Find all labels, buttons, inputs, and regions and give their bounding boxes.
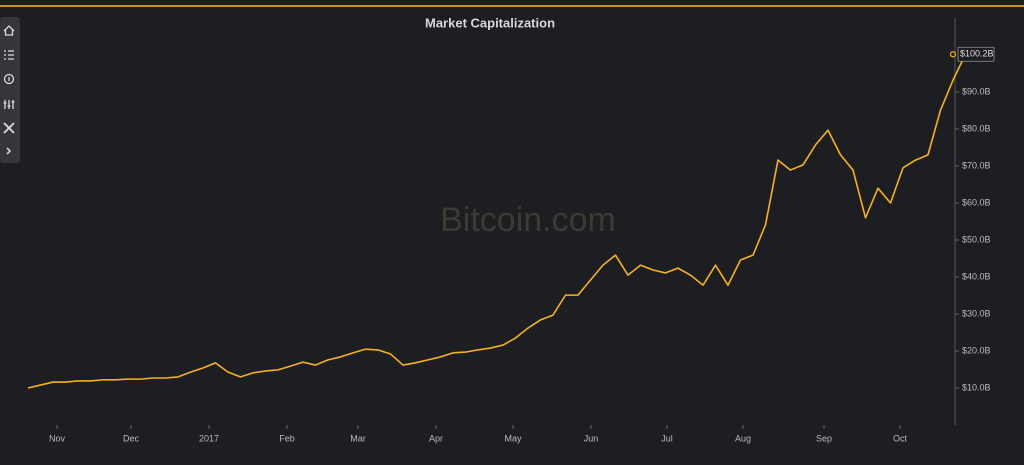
chart-title: Market Capitalization [425, 15, 555, 30]
annotation-point [949, 51, 957, 58]
y-tick-label: $50.0B [962, 234, 991, 244]
y-tick-label: $60.0B [962, 197, 991, 207]
x-tick-label: May [504, 433, 522, 443]
expand-icon[interactable] [6, 147, 12, 155]
line-series [27, 53, 967, 389]
x-tick-label: Aug [735, 433, 751, 443]
x-tick-label: 2017 [199, 433, 219, 443]
sidebar-panel [0, 17, 20, 163]
settings-icon[interactable] [3, 100, 15, 109]
y-tick-label: $40.0B [962, 271, 991, 281]
x-tick-label: Mar [350, 433, 366, 443]
y-tick-label: $30.0B [962, 308, 991, 318]
annotation-box [957, 46, 995, 62]
home-icon[interactable] [3, 25, 15, 36]
y-tick-label: $90.0B [962, 86, 991, 96]
y-tick-label: $20.0B [962, 345, 991, 355]
x-tick-label: Dec [123, 433, 140, 443]
watermark: Bitcoin.com [440, 201, 616, 239]
x-tick-label: Nov [49, 433, 66, 443]
x-tick-label: Jun [584, 433, 599, 443]
y-tick-label: $10.0B [962, 382, 991, 392]
x-tick-label: Feb [279, 433, 295, 443]
info-icon[interactable] [3, 73, 15, 85]
x-tick-label: Oct [893, 433, 908, 443]
annotation-label: $100.2B [960, 49, 994, 59]
list-icon[interactable] [4, 50, 14, 60]
tools-icon[interactable] [3, 122, 15, 134]
y-tick-label: $70.0B [962, 160, 991, 170]
x-tick-label: Sep [816, 433, 832, 443]
sidebar [0, 17, 20, 163]
y-tick-label: $80.0B [962, 123, 991, 133]
x-tick-label: Jul [661, 433, 673, 443]
x-tick-label: Apr [429, 433, 443, 443]
